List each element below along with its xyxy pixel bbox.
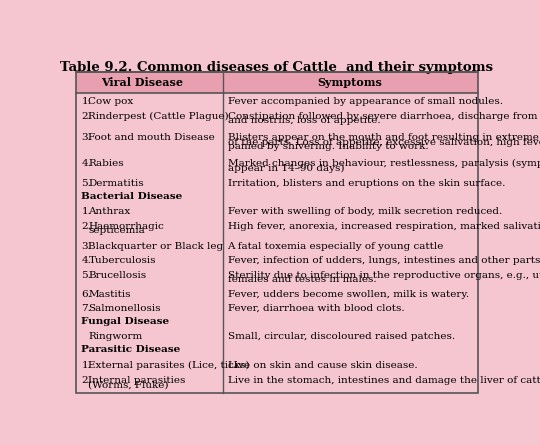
Text: 7.: 7. <box>82 304 91 313</box>
Text: External parasites (Lice, ticks): External parasites (Lice, ticks) <box>89 360 250 370</box>
Text: females and testes in males.: females and testes in males. <box>227 275 376 284</box>
Text: Marked changes in behaviour, restlessness, paralysis (symptoms: Marked changes in behaviour, restlessnes… <box>227 159 540 169</box>
Text: 1.: 1. <box>82 207 91 216</box>
Text: Blackquarter or Black leg: Blackquarter or Black leg <box>89 242 224 251</box>
Text: and nostrils, loss of appetite.: and nostrils, loss of appetite. <box>227 116 380 125</box>
Text: 1.: 1. <box>82 361 91 370</box>
Text: appear in 14–90 days): appear in 14–90 days) <box>227 164 344 173</box>
Text: Viral Disease: Viral Disease <box>101 77 183 89</box>
Text: of the parts. Loss of appetite, excessive salivation, high fever accom-: of the parts. Loss of appetite, excessiv… <box>227 138 540 147</box>
FancyBboxPatch shape <box>76 72 478 93</box>
Text: 2.: 2. <box>82 112 91 121</box>
Text: 4.: 4. <box>82 255 91 264</box>
Text: 1.: 1. <box>82 97 91 105</box>
Text: Haemorrhagic: Haemorrhagic <box>89 222 164 231</box>
Text: Fever, udders become swollen, milk is watery.: Fever, udders become swollen, milk is wa… <box>227 290 469 299</box>
Text: Dermatitis: Dermatitis <box>89 179 144 188</box>
Text: 2.: 2. <box>82 222 91 231</box>
Text: Anthrax: Anthrax <box>89 207 131 216</box>
Text: Constipation followed by severe diarrhoea, discharge from the eyes: Constipation followed by severe diarrhoe… <box>227 112 540 121</box>
Text: Fever with swelling of body, milk secretion reduced.: Fever with swelling of body, milk secret… <box>227 207 502 216</box>
Text: Foot and mouth Disease: Foot and mouth Disease <box>89 134 215 142</box>
Text: 3.: 3. <box>82 134 91 142</box>
Text: Live on skin and cause skin disease.: Live on skin and cause skin disease. <box>227 361 417 370</box>
Text: septicemia: septicemia <box>89 227 145 235</box>
Text: 6.: 6. <box>82 290 91 299</box>
Text: Salmonellosis: Salmonellosis <box>89 304 161 313</box>
Text: Fever accompanied by appearance of small nodules.: Fever accompanied by appearance of small… <box>227 97 503 105</box>
Text: panied by shivering. Inability to work.: panied by shivering. Inability to work. <box>227 142 428 151</box>
Text: Mastitis: Mastitis <box>89 290 131 299</box>
Text: Fever, infection of udders, lungs, intestines and other parts.: Fever, infection of udders, lungs, intes… <box>227 255 540 264</box>
Text: Rinderpest (Cattle Plague): Rinderpest (Cattle Plague) <box>89 112 229 121</box>
Text: 3.: 3. <box>82 242 91 251</box>
Text: 5.: 5. <box>82 271 91 279</box>
Text: Live in the stomach, intestines and damage the liver of cattle: Live in the stomach, intestines and dama… <box>227 376 540 385</box>
Text: 4.: 4. <box>82 159 91 168</box>
Text: Ringworm: Ringworm <box>89 332 143 341</box>
Text: Irritation, blisters and eruptions on the skin surface.: Irritation, blisters and eruptions on th… <box>227 179 505 188</box>
Text: Rabies: Rabies <box>89 159 124 168</box>
Text: (Worms, Fluke): (Worms, Fluke) <box>89 380 169 389</box>
Text: Fungal Disease: Fungal Disease <box>81 317 169 326</box>
Text: Fever, diarrhoea with blood clots.: Fever, diarrhoea with blood clots. <box>227 304 404 313</box>
Text: Brucellosis: Brucellosis <box>89 271 146 279</box>
Text: Small, circular, discoloured raised patches.: Small, circular, discoloured raised patc… <box>227 332 455 341</box>
Text: Parasitic Disease: Parasitic Disease <box>81 345 180 355</box>
Text: Tuberculosis: Tuberculosis <box>89 255 156 264</box>
Text: High fever, anorexia, increased respiration, marked salivation: High fever, anorexia, increased respirat… <box>227 222 540 231</box>
Text: Bacterial Disease: Bacterial Disease <box>81 192 182 201</box>
Text: Cow pox: Cow pox <box>89 97 134 105</box>
Text: 5.: 5. <box>82 179 91 188</box>
Text: Blisters appear on the mouth and foot resulting in extreme soreness: Blisters appear on the mouth and foot re… <box>227 134 540 142</box>
Text: Sterility due to infection in the reproductive organs, e.g., uterus in: Sterility due to infection in the reprod… <box>227 271 540 279</box>
Text: Table 9.2. Common diseases of Cattle  and their symptoms: Table 9.2. Common diseases of Cattle and… <box>60 61 493 74</box>
Text: Internal parasities: Internal parasities <box>89 376 186 385</box>
Text: A fatal toxemia especially of young cattle: A fatal toxemia especially of young catt… <box>227 242 444 251</box>
Text: Symptoms: Symptoms <box>318 77 382 89</box>
Text: 2.: 2. <box>82 376 91 385</box>
